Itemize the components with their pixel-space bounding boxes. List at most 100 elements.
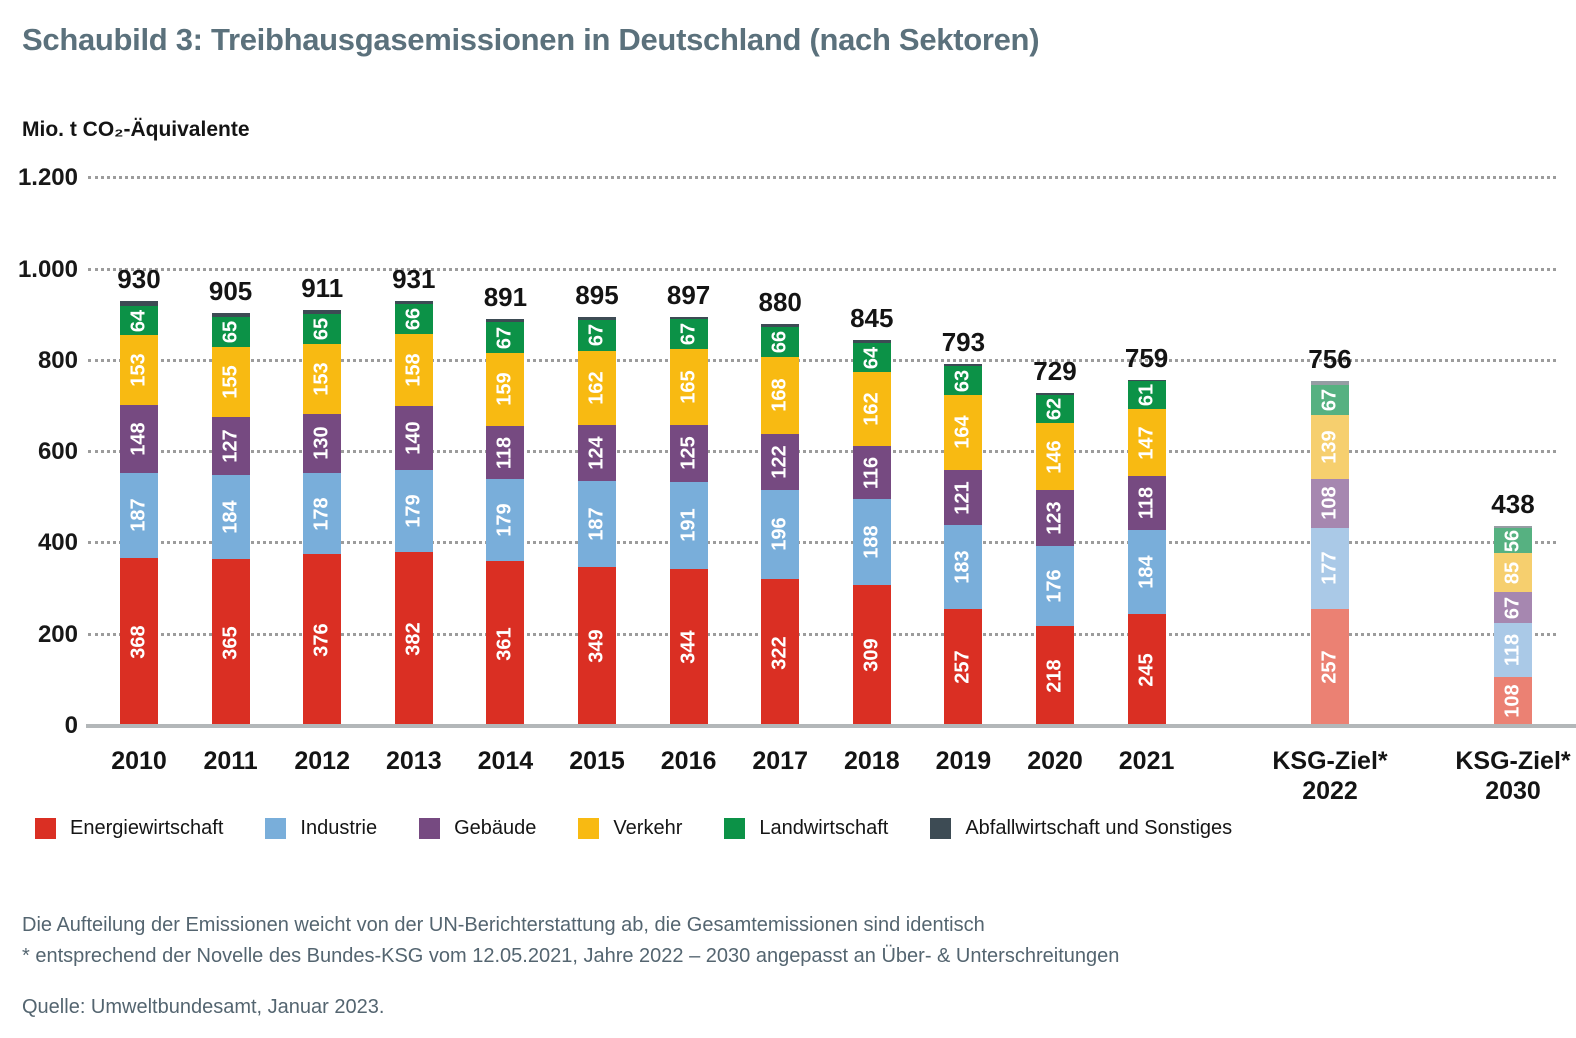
y-axis-tick-label: 400 <box>37 529 78 557</box>
x-axis-label-line: KSG-Ziel* <box>1272 747 1388 775</box>
bar-segment-energiewirtschaft <box>1494 676 1532 726</box>
bar-segment-value: 178 <box>310 497 333 531</box>
bar-segment-industrie <box>1311 527 1349 609</box>
bar-segment-verkehr <box>761 357 800 434</box>
bar-segment-geb-ude <box>1127 476 1166 531</box>
x-axis-category-label: 2011 <box>146 746 316 776</box>
bar-segment-landwirtschaft <box>578 320 616 351</box>
bar-segment-value: 65 <box>310 317 333 341</box>
x-axis-category-label: 2016 <box>604 746 774 776</box>
bar-segment-value: 62 <box>1043 398 1066 421</box>
gridline-800 <box>88 358 1556 362</box>
bar-segment-industrie <box>120 472 158 558</box>
bar-segment-industrie <box>394 469 433 552</box>
bar-segment-abfallwirtschaft-und-sonstiges <box>211 312 250 317</box>
legend-color-swatch <box>265 818 287 839</box>
bar-segment-verkehr <box>1494 553 1532 593</box>
bar-segment-value: 179 <box>402 494 425 528</box>
bar-segment-verkehr <box>486 353 525 426</box>
bar-segment-landwirtschaft <box>1494 527 1532 554</box>
legend-color-swatch <box>419 818 441 839</box>
bar-segment-industrie <box>852 499 891 585</box>
bar-segment-value: 66 <box>768 330 791 354</box>
bar-segment-landwirtschaft <box>1036 395 1074 424</box>
bar-segment-value: 118 <box>1501 633 1524 666</box>
bar-segment-value: 67 <box>677 322 700 346</box>
bar-segment-value: 108 <box>1318 486 1341 520</box>
bar-segment-verkehr <box>1311 415 1349 479</box>
bar-segment-energiewirtschaft <box>1311 608 1349 726</box>
x-axis-label-line: 2022 <box>1302 777 1358 805</box>
bar-total-label: 897 <box>666 279 711 310</box>
bar-segment-value: 64 <box>127 309 150 332</box>
bar-segment-verkehr <box>303 343 342 414</box>
legend-color-swatch <box>35 818 56 839</box>
bar-segment-value: 147 <box>1135 426 1158 460</box>
bar-segment-value: 108 <box>1501 684 1524 719</box>
footnote-line-2: * entsprechend der Novelle des Bundes-KS… <box>22 945 1120 967</box>
bar-segment-industrie <box>1036 546 1074 627</box>
bar-segment-energiewirtschaft <box>211 559 250 726</box>
bar-total-label: 729 <box>1033 356 1077 387</box>
legend-label: Gebäude <box>454 817 537 839</box>
bar-segment-value: 376 <box>310 623 333 657</box>
bar-segment-value: 368 <box>127 625 150 659</box>
bar-segment-verkehr <box>578 350 616 425</box>
bar-segment-value: 365 <box>219 626 242 660</box>
bar-segment-abfallwirtschaft-und-sonstiges <box>852 340 891 343</box>
bar-total-label: 891 <box>483 282 528 313</box>
bar-segment-abfallwirtschaft-und-sonstiges <box>944 363 983 367</box>
bar-segment-abfallwirtschaft-und-sonstiges <box>669 316 708 319</box>
bar-segment-verkehr <box>394 333 433 406</box>
x-axis-label-line: 2015 <box>569 747 625 775</box>
bar-segment-value: 155 <box>219 365 242 399</box>
bar-total-label: 756 <box>1308 343 1352 374</box>
bar-segment-abfallwirtschaft-und-sonstiges <box>578 317 616 321</box>
bar-segment-energiewirtschaft <box>303 554 342 726</box>
bar-segment-geb-ude <box>578 424 616 482</box>
bar-segment-value: 153 <box>127 353 150 387</box>
bar-segment-value: 124 <box>585 436 608 470</box>
bar-segment-value: 176 <box>1043 569 1066 603</box>
bar-segment-abfallwirtschaft-und-sonstiges <box>1311 380 1349 385</box>
bar-segment-value: 245 <box>1135 653 1158 687</box>
bar-segment-value: 349 <box>585 629 608 664</box>
bar-segment-value: 196 <box>768 517 791 551</box>
bar-segment-geb-ude <box>1311 478 1349 528</box>
bar-segment-landwirtschaft <box>669 318 708 350</box>
x-axis-label-line: 2030 <box>1485 777 1541 805</box>
bar-segment-value: 139 <box>1318 430 1341 464</box>
bar-segment-value: 116 <box>860 456 883 489</box>
x-axis-category-label: 2019 <box>878 746 1048 776</box>
bar-segment-value: 184 <box>1135 555 1158 589</box>
bar-segment-verkehr <box>1036 423 1074 490</box>
bar-segment-value: 61 <box>1135 384 1158 407</box>
bar-segment-abfallwirtschaft-und-sonstiges <box>120 301 158 307</box>
bar-segment-energiewirtschaft <box>944 608 983 726</box>
gridline-400 <box>88 541 1556 545</box>
legend-item-abfallwirtschaft-und-sonstiges: Abfallwirtschaft und Sonstiges <box>930 817 1232 840</box>
bar-segment-value: 63 <box>951 369 974 392</box>
bar-segment-value: 85 <box>1501 561 1524 584</box>
y-axis-tick-label: 1.000 <box>17 255 78 283</box>
bar-segment-geb-ude <box>1494 592 1532 623</box>
legend-item-energiewirtschaft: Energiewirtschaft <box>35 817 223 840</box>
bar-total-label: 845 <box>850 303 894 334</box>
bar-segment-value: 309 <box>860 638 883 673</box>
x-axis-label-line: 2010 <box>111 747 167 775</box>
bar-segment-value: 66 <box>402 307 425 330</box>
bar-segment-value: 184 <box>219 500 242 535</box>
bar-segment-value: 67 <box>1501 596 1524 619</box>
bar-segment-abfallwirtschaft-und-sonstiges <box>303 310 342 315</box>
bar-segment-geb-ude <box>852 446 891 500</box>
bar-segment-value: 382 <box>402 622 425 656</box>
bar-total-label: 759 <box>1124 342 1169 373</box>
bar-segment-landwirtschaft <box>394 303 433 334</box>
bar-segment-value: 257 <box>951 650 974 685</box>
x-axis-label-line: 2013 <box>385 747 442 775</box>
bar-segment-value: 67 <box>1318 388 1341 411</box>
bar-segment-abfallwirtschaft-und-sonstiges <box>1127 379 1166 382</box>
x-axis-category-label: 2020 <box>970 746 1140 776</box>
bar-segment-value: 187 <box>585 507 608 541</box>
